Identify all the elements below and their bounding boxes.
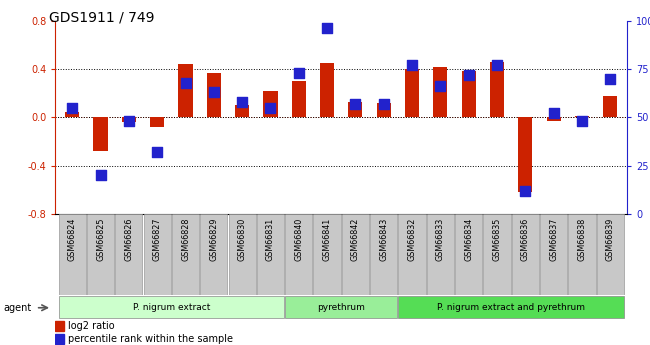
FancyBboxPatch shape bbox=[313, 214, 341, 295]
Point bbox=[124, 118, 134, 124]
FancyBboxPatch shape bbox=[115, 214, 142, 295]
Text: GDS1911 / 749: GDS1911 / 749 bbox=[49, 10, 154, 24]
Text: GSM66827: GSM66827 bbox=[153, 218, 162, 262]
Point bbox=[294, 70, 304, 76]
Bar bbox=[434, 67, 447, 117]
Text: GSM66837: GSM66837 bbox=[549, 218, 558, 261]
Point bbox=[378, 101, 389, 107]
FancyBboxPatch shape bbox=[58, 296, 284, 318]
Point bbox=[520, 188, 530, 194]
Bar bbox=[547, 117, 561, 121]
FancyBboxPatch shape bbox=[229, 214, 255, 295]
Point bbox=[605, 76, 616, 81]
Text: GSM66840: GSM66840 bbox=[294, 218, 304, 261]
Text: GSM66824: GSM66824 bbox=[68, 218, 77, 261]
Point bbox=[407, 62, 417, 68]
Text: GSM66841: GSM66841 bbox=[322, 218, 332, 261]
FancyBboxPatch shape bbox=[455, 214, 482, 295]
Bar bbox=[94, 117, 108, 151]
Point bbox=[96, 172, 106, 178]
Point bbox=[67, 105, 77, 110]
Text: GSM66825: GSM66825 bbox=[96, 218, 105, 262]
Text: GSM66831: GSM66831 bbox=[266, 218, 275, 261]
Point bbox=[435, 83, 445, 89]
Text: log2 ratio: log2 ratio bbox=[68, 321, 114, 331]
Bar bbox=[65, 112, 79, 117]
Text: GSM66833: GSM66833 bbox=[436, 218, 445, 261]
FancyBboxPatch shape bbox=[398, 296, 624, 318]
Point bbox=[350, 101, 361, 107]
Bar bbox=[518, 117, 532, 192]
Point bbox=[463, 72, 474, 78]
Text: GSM66834: GSM66834 bbox=[464, 218, 473, 261]
Text: GSM66835: GSM66835 bbox=[493, 218, 502, 261]
Point bbox=[265, 105, 276, 110]
Point bbox=[180, 80, 190, 85]
FancyBboxPatch shape bbox=[58, 214, 86, 295]
FancyBboxPatch shape bbox=[512, 214, 539, 295]
Point bbox=[322, 26, 332, 31]
FancyBboxPatch shape bbox=[285, 214, 313, 295]
Bar bbox=[490, 62, 504, 117]
Text: GSM66829: GSM66829 bbox=[209, 218, 218, 262]
Text: GSM66842: GSM66842 bbox=[351, 218, 360, 261]
Text: agent: agent bbox=[3, 303, 31, 313]
FancyBboxPatch shape bbox=[87, 214, 114, 295]
Text: GSM66826: GSM66826 bbox=[124, 218, 133, 261]
Text: GSM66843: GSM66843 bbox=[379, 218, 388, 261]
Text: P. nigrum extract: P. nigrum extract bbox=[133, 303, 210, 312]
Bar bbox=[150, 117, 164, 127]
Text: P. nigrum extract and pyrethrum: P. nigrum extract and pyrethrum bbox=[437, 303, 585, 312]
FancyBboxPatch shape bbox=[370, 214, 397, 295]
FancyBboxPatch shape bbox=[342, 214, 369, 295]
Point bbox=[152, 149, 162, 155]
Text: GSM66839: GSM66839 bbox=[606, 218, 615, 261]
Bar bbox=[55, 321, 64, 331]
FancyBboxPatch shape bbox=[540, 214, 567, 295]
Text: GSM66838: GSM66838 bbox=[577, 218, 586, 261]
FancyBboxPatch shape bbox=[172, 214, 199, 295]
FancyBboxPatch shape bbox=[285, 296, 397, 318]
Text: percentile rank within the sample: percentile rank within the sample bbox=[68, 334, 233, 344]
Point bbox=[577, 118, 587, 124]
Text: pyrethrum: pyrethrum bbox=[317, 303, 365, 312]
FancyBboxPatch shape bbox=[257, 214, 284, 295]
FancyBboxPatch shape bbox=[568, 214, 595, 295]
Point bbox=[549, 111, 559, 116]
Bar bbox=[575, 116, 589, 117]
Text: GSM66830: GSM66830 bbox=[238, 218, 246, 261]
Bar bbox=[320, 63, 334, 117]
FancyBboxPatch shape bbox=[144, 214, 171, 295]
Bar bbox=[603, 96, 618, 117]
FancyBboxPatch shape bbox=[200, 214, 227, 295]
Text: GSM66836: GSM66836 bbox=[521, 218, 530, 261]
Bar bbox=[405, 69, 419, 117]
Bar bbox=[55, 334, 64, 344]
Bar bbox=[292, 81, 306, 117]
Point bbox=[492, 62, 502, 68]
FancyBboxPatch shape bbox=[427, 214, 454, 295]
Bar bbox=[179, 64, 192, 117]
Bar bbox=[235, 105, 249, 117]
Text: GSM66832: GSM66832 bbox=[408, 218, 417, 261]
Bar bbox=[263, 91, 278, 117]
FancyBboxPatch shape bbox=[484, 214, 511, 295]
FancyBboxPatch shape bbox=[597, 214, 624, 295]
Bar bbox=[462, 71, 476, 117]
Bar bbox=[376, 103, 391, 117]
Text: GSM66828: GSM66828 bbox=[181, 218, 190, 261]
Point bbox=[209, 89, 219, 95]
Bar bbox=[122, 117, 136, 122]
Bar bbox=[348, 102, 363, 117]
FancyBboxPatch shape bbox=[398, 214, 426, 295]
Bar bbox=[207, 73, 221, 117]
Point bbox=[237, 99, 248, 105]
